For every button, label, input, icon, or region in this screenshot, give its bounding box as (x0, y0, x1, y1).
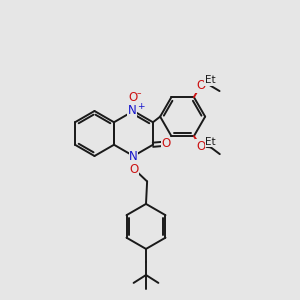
Text: +: + (137, 102, 145, 111)
Text: O: O (196, 79, 205, 92)
Text: Et: Et (206, 137, 216, 147)
Text: Et: Et (205, 75, 215, 85)
Text: O: O (196, 140, 205, 153)
Text: N: N (129, 149, 138, 163)
Text: O: O (161, 137, 171, 150)
Text: N: N (128, 104, 136, 118)
Text: O: O (129, 163, 139, 176)
Text: –: – (137, 89, 141, 98)
Text: O: O (128, 91, 137, 104)
